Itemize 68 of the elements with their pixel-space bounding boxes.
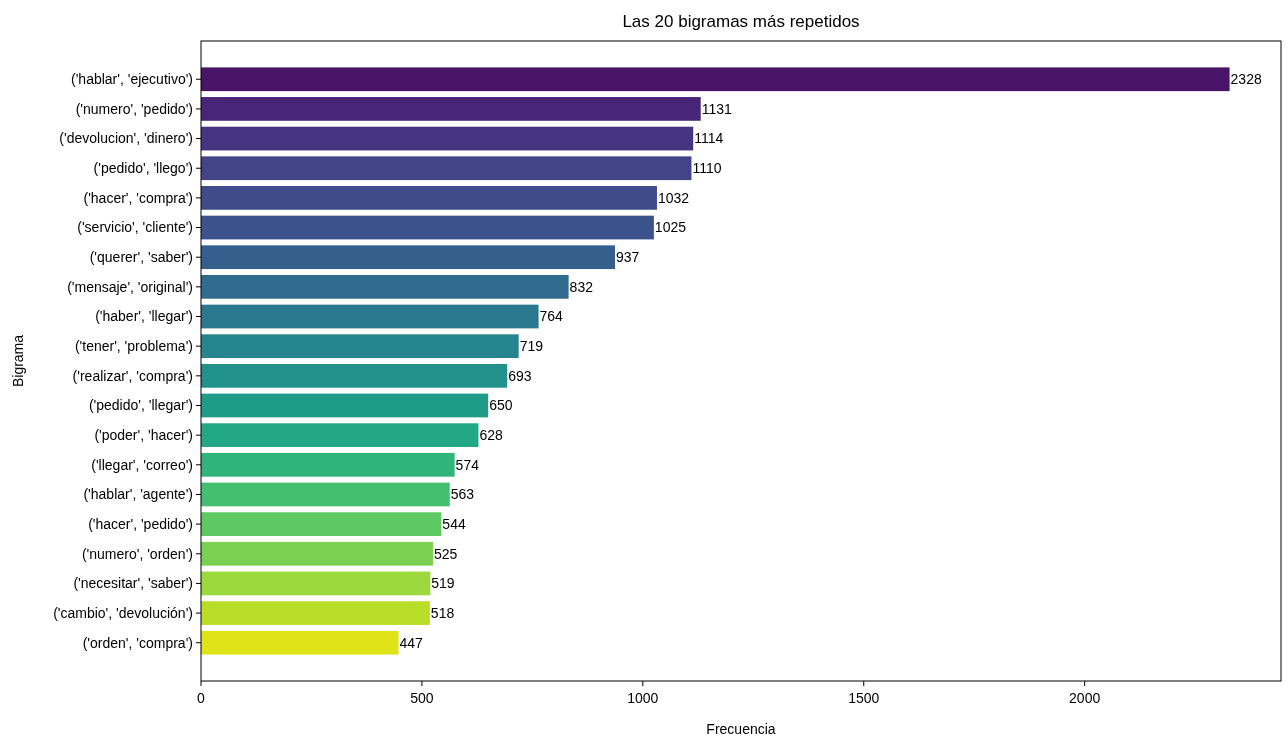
y-tick-label: ('realizar', 'compra')	[72, 367, 193, 384]
bar	[201, 215, 654, 240]
data-label: 447	[399, 634, 424, 651]
bar	[201, 630, 399, 655]
y-tick-label: ('haber', 'llegar')	[95, 308, 193, 325]
chart-title: Las 20 bigramas más repetidos	[622, 12, 860, 31]
bar	[201, 601, 430, 625]
y-tick-label: ('llegar', 'correo')	[91, 456, 193, 473]
bar	[201, 126, 694, 151]
y-tick-label: ('querer', 'saber')	[89, 249, 193, 266]
bar	[201, 156, 692, 181]
y-tick-label: ('mensaje', 'original')	[67, 278, 193, 295]
data-label: 693	[508, 367, 532, 384]
data-label: 937	[615, 249, 640, 266]
x-axis-title: Frecuencia	[706, 721, 776, 737]
data-label: 563	[450, 486, 475, 503]
x-tick-label: 1500	[848, 690, 880, 706]
bar	[201, 274, 569, 299]
y-tick-label: ('devolucion', 'dinero')	[59, 130, 193, 147]
y-tick-label: ('tener', 'problema')	[74, 338, 193, 355]
data-label: 719	[519, 338, 544, 355]
y-tick-label: ('pedido', 'llego')	[93, 160, 193, 177]
data-label: 650	[489, 397, 513, 414]
bar	[201, 541, 433, 566]
bar	[201, 245, 615, 270]
bar	[201, 67, 1230, 92]
bar	[201, 452, 455, 477]
x-tick-label: 2000	[1069, 690, 1101, 706]
data-label: 1025	[654, 219, 687, 236]
data-label: 519	[431, 575, 455, 592]
bar	[201, 571, 431, 596]
data-label: 1114	[694, 130, 724, 147]
y-tick-label: ('numero', 'pedido')	[75, 100, 193, 117]
y-tick-label: ('cambio', 'devolución')	[53, 604, 193, 621]
x-tick-label: 0	[197, 690, 206, 706]
bar	[201, 186, 657, 210]
bar	[201, 512, 442, 536]
data-label: 1032	[657, 189, 690, 206]
data-label: 518	[430, 604, 455, 621]
y-axis-title: Bigrama	[10, 334, 26, 388]
data-label: 764	[539, 308, 564, 325]
bar	[201, 304, 539, 329]
bar	[201, 393, 489, 418]
data-label: 2328	[1230, 71, 1262, 88]
y-tick-label: ('necesitar', 'saber')	[73, 575, 193, 592]
bar	[201, 482, 450, 507]
y-tick-label: ('poder', 'hacer')	[94, 427, 193, 444]
y-tick-label: ('numero', 'orden')	[81, 545, 193, 562]
data-label: 574	[455, 456, 480, 473]
data-label: 525	[433, 545, 458, 562]
bar	[201, 363, 508, 388]
y-tick-label: ('orden', 'compra')	[82, 634, 193, 651]
bar	[201, 97, 701, 121]
data-label: 1110	[692, 160, 722, 177]
bar	[201, 423, 479, 448]
y-tick-label: ('hacer', 'compra')	[83, 189, 193, 206]
data-label: 628	[479, 427, 504, 444]
data-label: 832	[569, 278, 594, 295]
bar	[201, 334, 519, 359]
y-tick-label: ('hacer', 'pedido')	[88, 516, 193, 533]
y-tick-label: ('hablar', 'agente')	[83, 486, 193, 503]
data-label: 1131	[701, 100, 733, 117]
y-tick-label: ('hablar', 'ejecutivo')	[71, 71, 193, 88]
data-label: 544	[442, 516, 466, 533]
y-tick-label: ('servicio', 'cliente')	[77, 219, 193, 236]
x-tick-label: 500	[410, 690, 434, 706]
y-tick-label: ('pedido', 'llegar')	[88, 397, 193, 414]
x-tick-label: 1000	[627, 690, 659, 706]
